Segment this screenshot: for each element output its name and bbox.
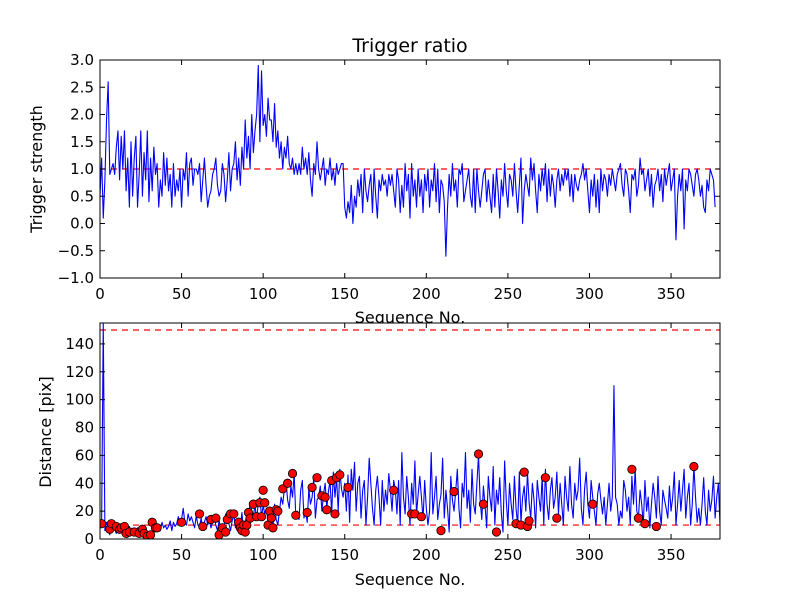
bottom-marker-point — [283, 478, 293, 488]
bottom-marker-point — [256, 512, 267, 522]
top-x-tick-label: 350 — [657, 285, 686, 303]
bottom-marker-point — [478, 499, 489, 509]
bottom-marker-point — [627, 464, 637, 474]
chart-title: Trigger ratio — [351, 35, 467, 57]
bottom-marker-point — [640, 519, 650, 529]
panel-trigger-ratio: 0 50 100 150 200 250 300 350 −1.0 −0.5 0.0 0.5 1.0 1.… — [27, 51, 721, 327]
bottom-marker-point — [302, 507, 312, 518]
top-x-tick-label: 250 — [494, 285, 523, 303]
bottom-marker-point — [176, 517, 187, 527]
axes-frame-top — [99, 59, 721, 279]
top-x-tick-label: 300 — [575, 285, 604, 303]
bottom-marker-point — [198, 521, 208, 532]
bottom-x-tick-label: 300 — [575, 546, 604, 564]
bottom-marker-point — [436, 526, 446, 536]
bottom-marker-point — [287, 468, 298, 479]
bottom-x-tick-label: 200 — [412, 546, 441, 564]
bottom-x-tick-label: 50 — [172, 546, 191, 564]
top-x-tick-label: 150 — [330, 285, 359, 303]
top-y-tick-label: 3.0 — [70, 51, 94, 69]
bottom-x-tick-label: 150 — [330, 546, 359, 564]
bottom-marker-point — [552, 513, 562, 523]
top-x-tick-label: 50 — [172, 285, 191, 303]
bottom-marker-point — [519, 467, 529, 477]
bottom-marker-point — [416, 512, 427, 522]
bottom-marker-point — [491, 527, 502, 537]
axes-frame-bottom — [99, 322, 721, 540]
bottom-x-tick-label: 250 — [494, 546, 523, 564]
bottom-x-tick-label: 350 — [657, 546, 686, 564]
top-y-tick-label: 2.0 — [70, 106, 94, 124]
axis-ticks-top: 0 50 100 150 200 250 300 350 −1.0 −0.5 0.0 0.5 1.0 1.… — [58, 51, 720, 303]
top-y-tick-label: 1.5 — [70, 133, 94, 151]
bottom-marker-point — [266, 513, 276, 523]
bottom-marker-point — [145, 530, 156, 539]
bottom-marker-point — [221, 527, 231, 537]
y-axis-label-bottom: Distance [pix] — [36, 376, 55, 488]
bottom-marker-point — [330, 509, 340, 519]
bottom-marker-point — [320, 492, 330, 502]
bottom-marker-point — [291, 510, 301, 520]
bottom-y-tick-label: 100 — [65, 391, 94, 409]
bottom-marker-point — [633, 513, 644, 523]
bottom-marker-point — [389, 485, 399, 495]
bottom-marker-point — [651, 521, 661, 532]
bottom-marker-point — [268, 523, 278, 533]
bottom-marker-point — [473, 449, 484, 459]
bottom-marker-point — [524, 516, 534, 526]
bottom-marker-point — [273, 506, 283, 516]
top-x-tick-label: 200 — [412, 285, 441, 303]
bottom-x-tick-label: 100 — [249, 546, 278, 564]
bottom-marker-point — [343, 482, 353, 493]
panel-distance: 0 50 100 150 200 250 300 350020406080100120140 … — [36, 322, 721, 589]
axis-ticks-bottom: 0 50 100 150 200 250 300 350 0 20 40 60 80 100 120 140 — [65, 323, 720, 564]
bottom-marker-point — [307, 482, 317, 493]
bottom-marker-point — [588, 499, 598, 509]
x-axis-label-bottom: Sequence No. — [355, 570, 466, 589]
bottom-y-tick-label: 60 — [75, 446, 94, 464]
top-series-line — [100, 64, 716, 257]
bottom-marker-point — [100, 519, 107, 529]
top-x-tick-label: 100 — [249, 285, 278, 303]
bottom-marker-point — [258, 485, 268, 495]
top-y-tick-label: 1.0 — [70, 160, 94, 178]
bottom-marker-point — [260, 498, 270, 508]
bottom-y-tick-label: 80 — [75, 419, 94, 437]
bottom-marker-point — [194, 509, 205, 519]
top-y-tick-label: 0.5 — [70, 187, 94, 205]
bottom-y-tick-label: 40 — [75, 474, 94, 492]
top-y-tick-label: 2.5 — [70, 78, 94, 96]
bottom-y-tick-label: 0 — [84, 530, 94, 548]
bottom-marker-point — [229, 509, 239, 519]
bottom-marker-point — [335, 470, 345, 480]
bottom-marker-point — [689, 461, 699, 472]
top-y-tick-label: 0.0 — [70, 215, 94, 233]
x-axis-label-top: Sequence No. — [355, 308, 466, 327]
top-y-tick-label: −1.0 — [58, 269, 94, 287]
top-x-tick-label: 0 — [95, 285, 105, 303]
bottom-marker-point — [449, 487, 459, 497]
bottom-marker-point — [152, 523, 162, 533]
bottom-y-tick-label: 140 — [65, 335, 94, 353]
bottom-marker-point — [211, 513, 221, 523]
bottom-marker-point — [540, 473, 551, 483]
y-axis-label-top: Trigger strength — [27, 105, 46, 234]
bottom-x-tick-label: 0 — [95, 546, 105, 564]
top-y-tick-label: −0.5 — [58, 242, 94, 260]
bottom-y-tick-label: 20 — [75, 502, 94, 520]
bottom-marker-point — [312, 473, 322, 483]
bottom-y-tick-label: 120 — [65, 363, 94, 381]
bottom-marker-point — [322, 505, 332, 515]
